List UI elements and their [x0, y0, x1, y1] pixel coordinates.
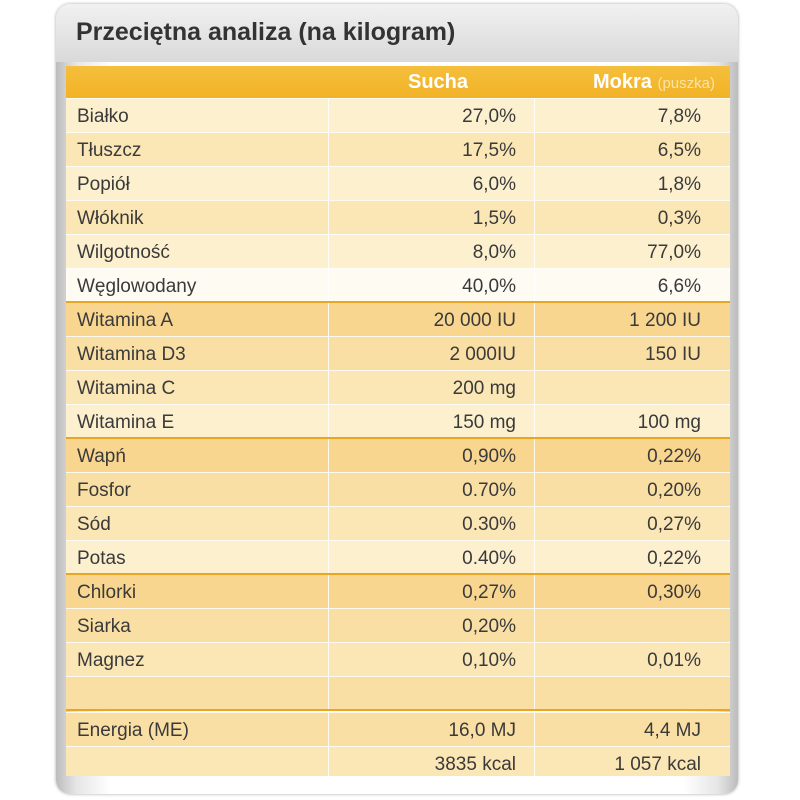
table-row: Włóknik 1,5% 0,3% — [66, 200, 730, 234]
row-value-wet: 1 200 IU — [629, 310, 701, 331]
row-label: Sód — [77, 514, 111, 535]
column-header-wet-label: Mokra — [593, 71, 652, 93]
row-value-dry: 200 mg — [452, 378, 516, 399]
row-value-dry: 20 000 IU — [433, 310, 516, 331]
table-row: Witamina D3 2 000IU 150 IU — [66, 336, 730, 370]
row-value-wet: 77,0% — [647, 242, 701, 263]
row-label: Wapń — [77, 446, 126, 467]
table-title: Przeciętna analiza (na kilogram) — [76, 18, 456, 46]
column-header-wet-note: (puszka) — [657, 75, 715, 92]
row-label: Energia (ME) — [77, 720, 189, 741]
row-value-dry: 0.40% — [462, 548, 516, 569]
row-value-dry: 0.30% — [462, 514, 516, 535]
row-label: Potas — [77, 548, 126, 569]
table-row: Potas 0.40% 0,22% — [66, 540, 730, 574]
analysis-table: Białko 27,0% 7,8% Tłuszcz 17,5% 6,5% Pop… — [66, 98, 730, 776]
table-row: Witamina A 20 000 IU 1 200 IU — [66, 302, 730, 336]
table-row: Witamina C 200 mg — [66, 370, 730, 404]
row-value-wet: 4,4 MJ — [643, 720, 701, 741]
row-label: Fosfor — [77, 480, 131, 501]
group-separator — [66, 709, 730, 711]
row-value-dry: 150 mg — [452, 412, 516, 433]
row-label: Chlorki — [77, 582, 137, 603]
row-label: Magnez — [77, 650, 145, 671]
row-label: Włóknik — [77, 208, 144, 229]
table-row: Fosfor 0.70% 0,20% — [66, 472, 730, 506]
row-value-wet: 0,22% — [647, 446, 701, 467]
row-label: Witamina C — [77, 378, 176, 399]
row-value-dry: 0.70% — [462, 480, 516, 501]
row-value-wet: 0,20% — [647, 480, 701, 501]
table-row — [66, 676, 730, 710]
column-header-wet: Mokra (puszka) — [566, 71, 738, 94]
row-value-wet: 0,27% — [647, 514, 701, 535]
row-value-dry: 16,0 MJ — [448, 720, 516, 741]
row-value-wet: 0,3% — [657, 208, 701, 229]
table-row: Chlorki 0,27% 0,30% — [66, 574, 730, 608]
table-row: Energia (ME) 16,0 MJ 4,4 MJ — [66, 712, 730, 746]
row-value-dry: 3835 kcal — [434, 754, 516, 775]
group-separator — [66, 301, 730, 303]
table-row: Wapń 0,90% 0,22% — [66, 438, 730, 472]
row-label: Popiół — [77, 174, 130, 195]
row-value-dry: 40,0% — [462, 276, 516, 297]
nutrition-card: Przeciętna analiza (na kilogram) Sucha M… — [56, 4, 738, 794]
row-label: Siarka — [77, 616, 131, 637]
group-separator — [66, 573, 730, 575]
row-value-dry: 17,5% — [462, 140, 516, 161]
row-value-dry: 6,0% — [472, 174, 516, 195]
row-label: Witamina E — [77, 412, 175, 433]
title-bar: Przeciętna analiza (na kilogram) — [56, 4, 738, 62]
row-value-dry: 0,20% — [462, 616, 516, 637]
table-row: 3835 kcal 1 057 kcal — [66, 746, 730, 776]
row-value-dry: 27,0% — [462, 106, 516, 127]
row-value-wet: 150 IU — [645, 344, 701, 365]
row-value-wet: 6,5% — [657, 140, 701, 161]
row-label: Wilgotność — [77, 242, 170, 263]
row-label: Witamina A — [77, 310, 174, 331]
table-row: Witamina E 150 mg 100 mg — [66, 404, 730, 438]
table-row: Węglowodany 40,0% 6,6% — [66, 268, 730, 302]
table-row: Magnez 0,10% 0,01% — [66, 642, 730, 676]
row-label: Białko — [77, 106, 129, 127]
row-value-wet: 0,22% — [647, 548, 701, 569]
table-row: Siarka 0,20% — [66, 608, 730, 642]
row-label: Tłuszcz — [77, 140, 142, 161]
row-value-dry: 0,10% — [462, 650, 516, 671]
row-value-dry: 1,5% — [472, 208, 516, 229]
row-value-wet: 1 057 kcal — [614, 754, 701, 775]
row-label: Węglowodany — [77, 276, 197, 297]
row-value-wet: 0,30% — [647, 582, 701, 603]
table-row: Tłuszcz 17,5% 6,5% — [66, 132, 730, 166]
row-value-wet: 6,6% — [657, 276, 701, 297]
row-value-wet: 0,01% — [647, 650, 701, 671]
group-separator — [66, 437, 730, 439]
table-row: Popiół 6,0% 1,8% — [66, 166, 730, 200]
row-value-dry: 0,27% — [462, 582, 516, 603]
table-row: Sód 0.30% 0,27% — [66, 506, 730, 540]
row-value-wet: 7,8% — [657, 106, 701, 127]
row-value-dry: 0,90% — [462, 446, 516, 467]
row-value-wet: 1,8% — [657, 174, 701, 195]
column-header-dry: Sucha — [407, 71, 469, 93]
column-header-row: Sucha Mokra (puszka) — [66, 66, 730, 98]
row-value-wet: 100 mg — [637, 412, 701, 433]
row-value-dry: 8,0% — [472, 242, 516, 263]
table-row: Wilgotność 8,0% 77,0% — [66, 234, 730, 268]
row-value-dry: 2 000IU — [449, 344, 516, 365]
row-label: Witamina D3 — [77, 344, 186, 365]
table-row: Białko 27,0% 7,8% — [66, 98, 730, 132]
